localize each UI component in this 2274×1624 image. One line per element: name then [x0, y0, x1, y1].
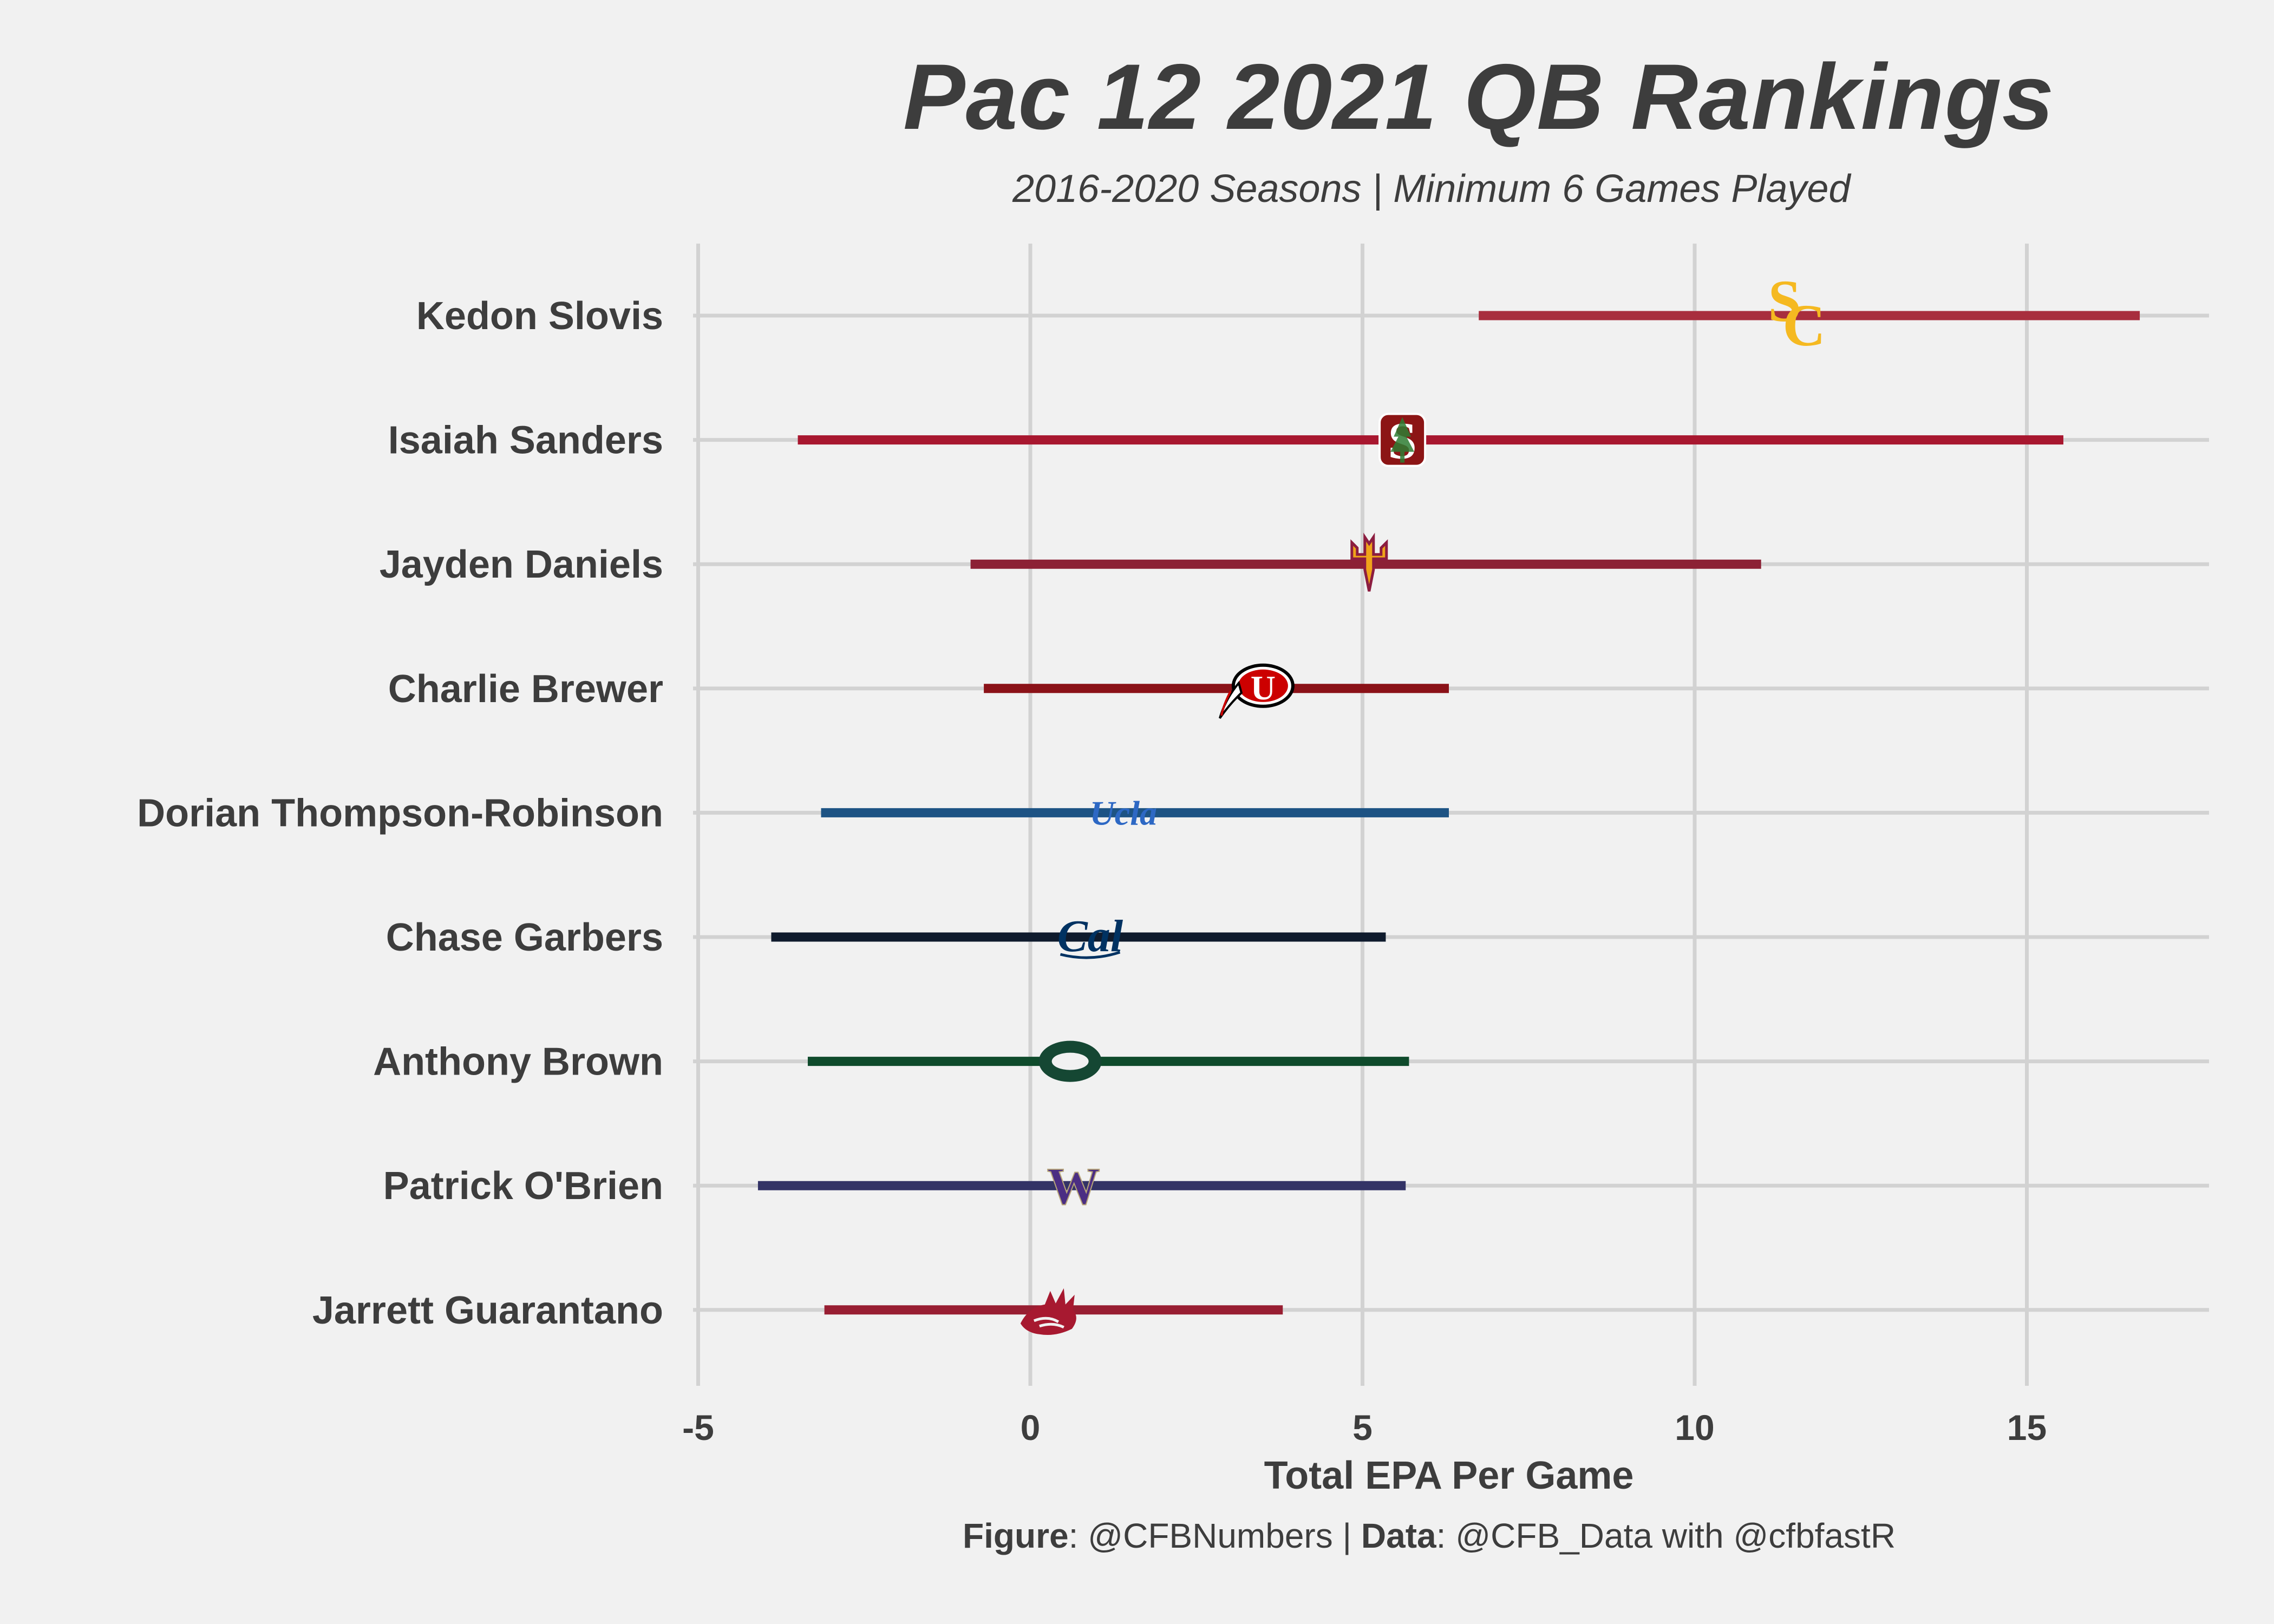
- x-tick-label: 0: [1021, 1407, 1041, 1448]
- oregon-logo-icon: [1038, 1040, 1102, 1082]
- ucla-logo-icon: Ucla: [1090, 794, 1157, 832]
- svg-text:W: W: [1047, 1157, 1100, 1216]
- utah-logo-icon: U: [1218, 663, 1295, 719]
- chart-subtitle: 2016-2020 Seasons | Minimum 6 Games Play…: [1012, 167, 1851, 211]
- usc-logo-icon: SC: [1768, 268, 1825, 358]
- chart-title: Pac 12 2021 QB Rankings: [903, 45, 2055, 149]
- x-axis-title: Total EPA Per Game: [1264, 1454, 1634, 1497]
- player-label: Chase Garbers: [386, 916, 663, 959]
- x-tick-label: 15: [2007, 1407, 2047, 1448]
- player-label: Isaiah Sanders: [388, 419, 663, 462]
- team-logos: SCSUUclaCalW: [1020, 268, 1826, 1335]
- asu-logo-icon: [1350, 532, 1388, 592]
- cal-logo-icon: Cal: [1057, 911, 1123, 961]
- player-labels: Kedon Slovis Isaiah Sanders Jayden Daniels…: [137, 294, 663, 1332]
- svg-text:C: C: [1782, 292, 1825, 358]
- svg-text:U: U: [1251, 669, 1276, 707]
- player-label: Jayden Daniels: [380, 543, 663, 586]
- player-label: Jarrett Guarantano: [312, 1289, 663, 1332]
- svg-text:S: S: [1768, 268, 1801, 334]
- x-tick-label: -5: [682, 1407, 714, 1448]
- x-tick-label: 10: [1675, 1407, 1714, 1448]
- caption-figure-label: Figure: [963, 1516, 1069, 1555]
- player-label: Anthony Brown: [373, 1040, 663, 1084]
- player-label: Kedon Slovis: [416, 294, 663, 338]
- washington-logo-icon: W: [1047, 1157, 1101, 1216]
- range-bars: [757, 311, 2140, 1315]
- x-axis-ticks: -5 0 5 10 15: [682, 1407, 2047, 1448]
- player-label: Dorian Thompson-Robinson: [137, 791, 663, 835]
- x-tick-label: 5: [1352, 1407, 1373, 1448]
- caption-figure-value: : @CFBNumbers |: [1068, 1516, 1361, 1555]
- caption-data-label: Data: [1361, 1516, 1436, 1555]
- wsu-logo-icon: [1020, 1288, 1076, 1335]
- player-label: Patrick O'Brien: [383, 1164, 663, 1208]
- stanford-logo-icon: S: [1378, 412, 1427, 470]
- caption-data-value: : @CFB_Data with @cfbfastR: [1436, 1516, 1896, 1555]
- svg-text:Ucla: Ucla: [1090, 794, 1157, 832]
- chart-caption: Figure: @CFBNumbers | Data: @CFB_Data wi…: [963, 1516, 1896, 1556]
- player-label: Charlie Brewer: [388, 667, 663, 711]
